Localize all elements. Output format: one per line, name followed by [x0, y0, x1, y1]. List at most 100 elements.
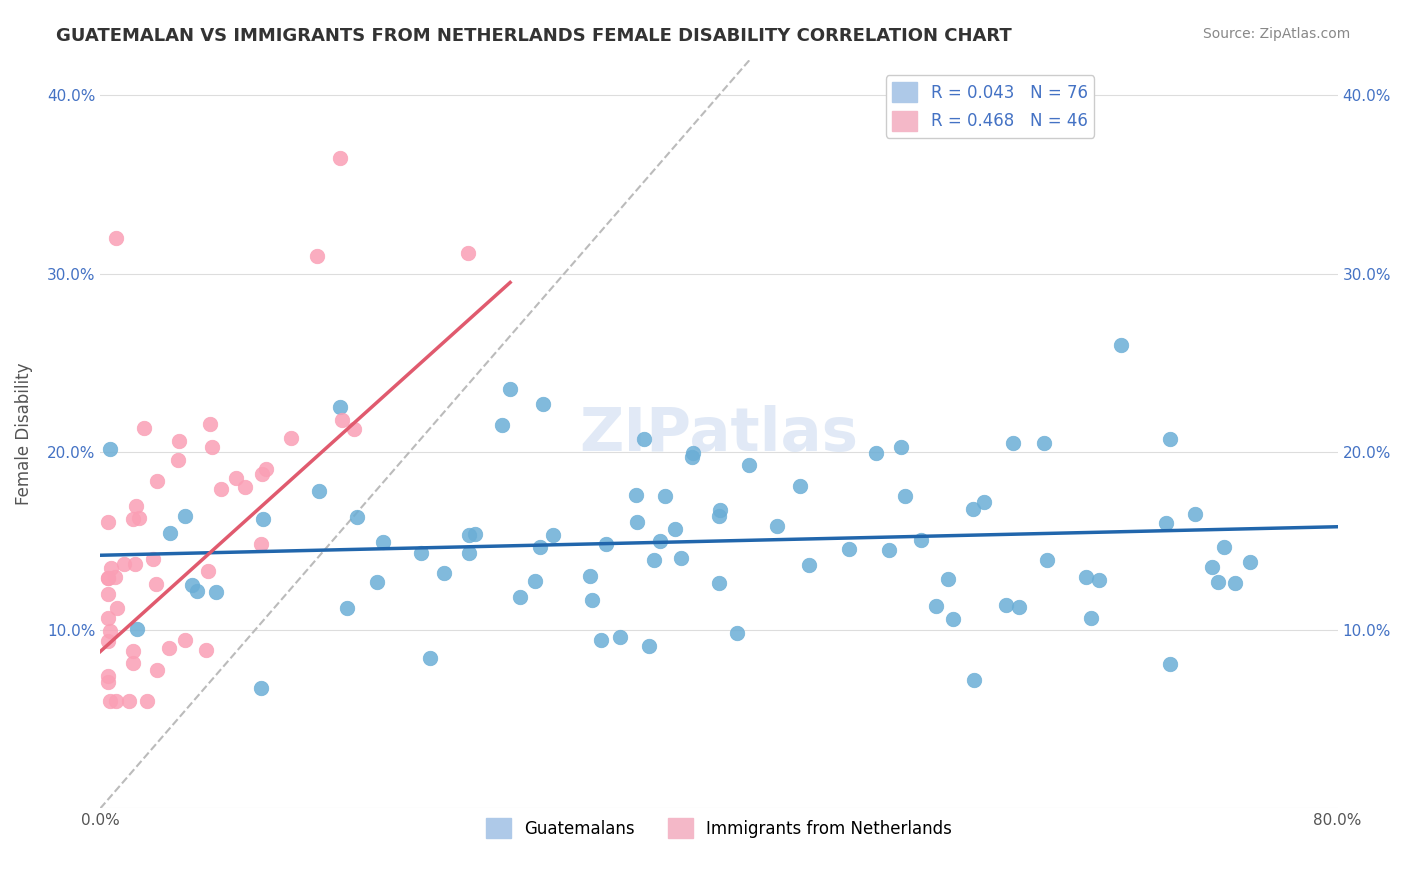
Point — [104, 694, 127, 708]
Point — [167, 434, 190, 448]
Point — [118, 694, 141, 708]
Point — [1201, 559, 1223, 574]
Point — [411, 546, 433, 560]
Text: Source: ZipAtlas.com: Source: ZipAtlas.com — [1202, 27, 1350, 41]
Point — [1239, 555, 1261, 569]
Point — [457, 527, 479, 541]
Point — [1080, 611, 1102, 625]
Point — [626, 516, 648, 530]
Point — [541, 528, 564, 542]
Point — [250, 681, 273, 696]
Point — [877, 543, 900, 558]
Point — [105, 600, 128, 615]
Point — [181, 578, 204, 592]
Point — [122, 656, 145, 670]
Point — [98, 442, 121, 457]
Point — [838, 541, 860, 556]
Point — [910, 533, 932, 547]
Point — [198, 417, 221, 431]
Point — [1159, 433, 1181, 447]
Point — [765, 518, 787, 533]
Point — [204, 584, 226, 599]
Point — [581, 593, 603, 607]
Point — [1087, 573, 1109, 587]
Point — [1001, 436, 1024, 450]
Point — [225, 470, 247, 484]
Point — [195, 643, 218, 657]
Point — [308, 484, 330, 499]
Text: GUATEMALAN VS IMMIGRANTS FROM NETHERLANDS FEMALE DISABILITY CORRELATION CHART: GUATEMALAN VS IMMIGRANTS FROM NETHERLAND… — [56, 27, 1012, 45]
Point — [209, 482, 232, 496]
Point — [579, 569, 602, 583]
Point — [132, 421, 155, 435]
Point — [97, 587, 120, 601]
Point — [936, 572, 959, 586]
Point — [624, 488, 647, 502]
Point — [529, 540, 551, 554]
Point — [128, 511, 150, 525]
Point — [97, 669, 120, 683]
Point — [121, 512, 143, 526]
Point — [669, 551, 692, 566]
Point — [342, 422, 364, 436]
Point — [1109, 338, 1132, 352]
Point — [1184, 508, 1206, 522]
Point — [491, 418, 513, 433]
Point — [250, 467, 273, 481]
Point — [125, 500, 148, 514]
Point — [336, 600, 359, 615]
Point — [100, 561, 122, 575]
Point — [648, 533, 671, 548]
Point — [707, 575, 730, 590]
Point — [633, 432, 655, 446]
Point — [201, 441, 224, 455]
Point — [737, 458, 759, 472]
Point — [591, 632, 613, 647]
Point — [1035, 553, 1057, 567]
Point — [789, 479, 811, 493]
Point — [330, 413, 353, 427]
Point — [681, 450, 703, 464]
Point — [252, 511, 274, 525]
Point — [146, 663, 169, 677]
Point — [104, 570, 127, 584]
Point — [464, 526, 486, 541]
Point — [280, 431, 302, 445]
Point — [1032, 436, 1054, 450]
Point — [329, 401, 352, 415]
Point — [146, 474, 169, 488]
Point — [371, 535, 394, 549]
Point — [925, 599, 948, 613]
Point — [366, 574, 388, 589]
Point — [346, 510, 368, 524]
Point — [124, 557, 146, 571]
Point — [104, 231, 127, 245]
Point — [1156, 516, 1178, 530]
Point — [1212, 540, 1234, 554]
Point — [97, 571, 120, 585]
Point — [709, 503, 731, 517]
Point — [159, 526, 181, 541]
Point — [637, 639, 659, 653]
Point — [97, 611, 120, 625]
Point — [97, 516, 120, 530]
Point — [682, 445, 704, 459]
Point — [725, 626, 748, 640]
Point — [1223, 576, 1246, 591]
Point — [197, 564, 219, 578]
Point — [98, 624, 121, 639]
Point — [167, 453, 190, 467]
Point — [799, 558, 821, 572]
Point — [457, 245, 479, 260]
Point — [233, 480, 256, 494]
Legend: Guatemalans, Immigrants from Netherlands: Guatemalans, Immigrants from Netherlands — [479, 812, 959, 845]
Point — [98, 693, 121, 707]
Point — [531, 397, 554, 411]
Point — [595, 537, 617, 551]
Point — [994, 599, 1017, 613]
Point — [145, 577, 167, 591]
Point — [125, 623, 148, 637]
Point — [963, 673, 986, 687]
Point — [524, 574, 547, 588]
Point — [1076, 570, 1098, 584]
